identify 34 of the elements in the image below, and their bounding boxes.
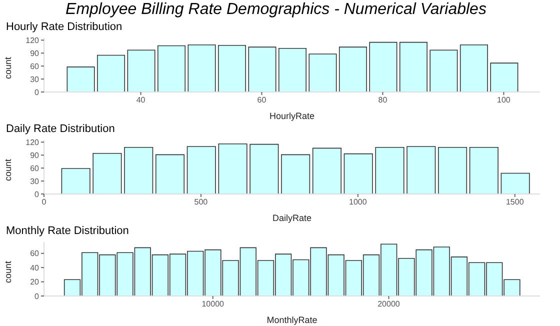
y-axis-title: count [3, 56, 14, 79]
x-tick-label: 80 [378, 96, 388, 105]
y-tick-label: 0 [34, 190, 40, 199]
y-tick-label: 90 [30, 150, 40, 160]
y-tick-label: 120 [26, 36, 40, 45]
chart-title: Employee Billing Rate Demographics - Numerical Variables [64, 0, 488, 20]
x-tick-label: 10000 [202, 300, 225, 309]
x-axis-title: MonthlyRate [266, 315, 318, 325]
x-tick-label: 100 [497, 96, 511, 105]
x-tick-label: 60 [257, 96, 267, 105]
x-axis-title: HourlyRate [269, 111, 315, 121]
x-tick-label: 500 [194, 198, 208, 207]
y-tick-label: 60 [30, 62, 40, 71]
y-tick-label: 30 [30, 74, 40, 84]
chart-subtitle: Hourly Rate Distribution [5, 20, 124, 34]
x-tick-label: 1500 [506, 198, 524, 207]
x-tick-label: 20000 [378, 300, 400, 309]
x-tick-label: 40 [136, 96, 146, 105]
y-tick-label: 30 [30, 176, 40, 186]
y-axis-title: count [3, 158, 14, 181]
y-tick-label: 60 [30, 249, 40, 258]
x-tick-label: 1000 [349, 198, 368, 207]
chart-title: Monthly Rate Distribution [5, 224, 130, 238]
y-axis-title: count [3, 260, 14, 283]
chart-title: Daily Rate Distribution [5, 122, 116, 136]
y-tick-label: 0 [34, 88, 40, 97]
x-axis-title: DailyRate [272, 213, 312, 223]
y-tick-label: 90 [30, 48, 40, 58]
x-tick-label: 0 [42, 198, 47, 207]
y-tick-label: 120 [26, 138, 40, 147]
y-tick-label: 20 [30, 278, 40, 287]
y-tick-label: 60 [30, 164, 40, 173]
y-tick-label: 0 [34, 292, 40, 301]
y-tick-label: 40 [30, 263, 40, 272]
